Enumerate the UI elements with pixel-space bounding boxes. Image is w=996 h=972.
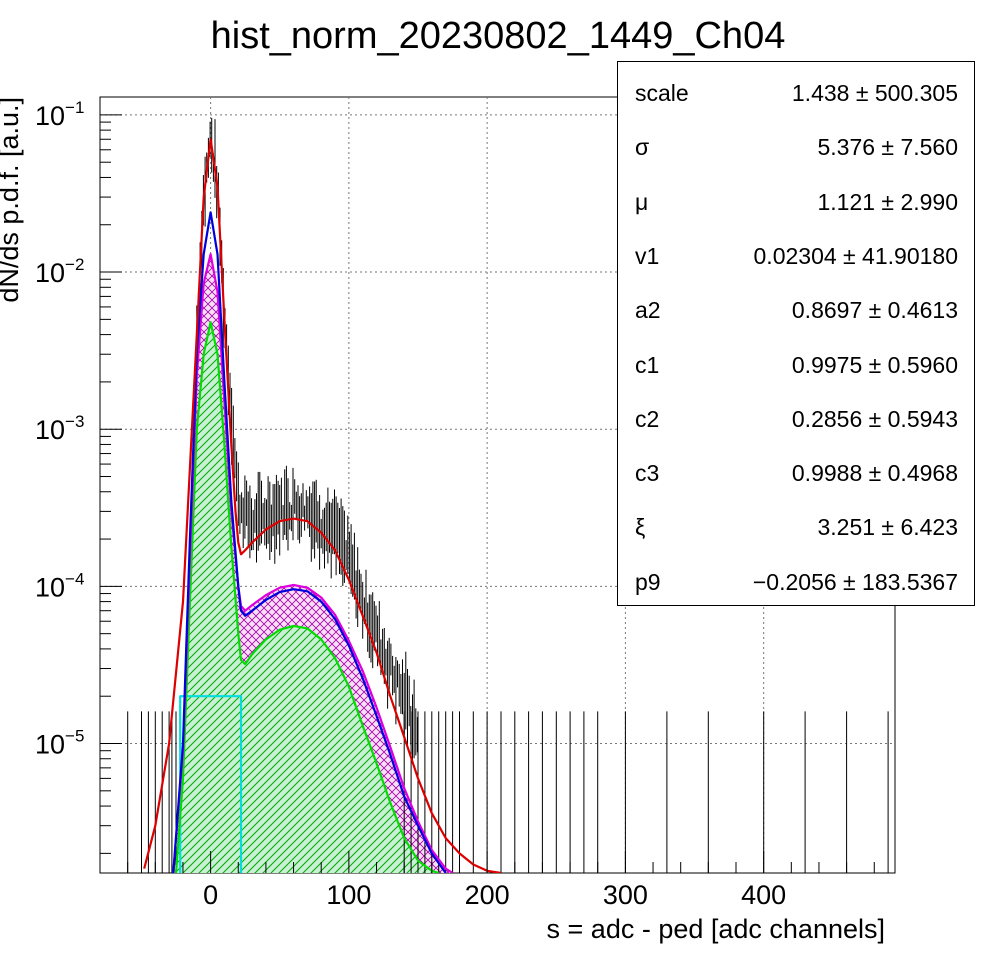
stat-value: 5.376 ± 7.560: [817, 134, 958, 161]
fit-parameters-box: scale 1.438 ± 500.305 σ 5.376 ± 7.560 μ 1.121…: [617, 61, 975, 606]
stat-name: c3: [635, 460, 660, 487]
x-tick-label-3: 300: [603, 880, 648, 910]
stat-name: μ: [635, 188, 649, 215]
stat-name: ξ: [635, 514, 646, 541]
stat-value: 0.02304 ± 41.90180: [753, 242, 958, 269]
y-tick-label-4: 10−1: [35, 98, 84, 131]
stat-value: 1.121 ± 2.990: [817, 188, 958, 215]
y-axis-label: dN/ds p.d.f. [a.u.]: [0, 97, 24, 303]
x-tick-label-2: 200: [465, 880, 510, 910]
stat-name: p9: [635, 568, 661, 595]
stat-row: v1 0.02304 ± 41.90180: [618, 235, 974, 275]
x-tick-label-1: 100: [326, 880, 371, 910]
stat-row: μ 1.121 ± 2.990: [618, 181, 974, 221]
blue-fit-line: [172, 211, 447, 873]
magenta-fit-line: [172, 253, 454, 873]
x-tick-label-4: 400: [741, 880, 786, 910]
stat-row: ξ 3.251 ± 6.423: [618, 506, 974, 546]
stat-row: σ 5.376 ± 7.560: [618, 126, 974, 166]
stat-row: a2 0.8697 ± 0.4613: [618, 289, 974, 329]
stat-name: c1: [635, 351, 660, 378]
stat-name: c2: [635, 405, 660, 432]
stat-value: 0.2856 ± 0.5943: [791, 405, 958, 432]
stat-row: p9 −0.2056 ± 183.5367: [618, 561, 974, 601]
x-tick-label-0: 0: [203, 880, 218, 910]
stat-value: 0.9988 ± 0.4968: [791, 460, 958, 487]
stat-value: 3.251 ± 6.423: [817, 514, 958, 541]
axes: 0 100 200 300 400 10−5 10−4 10−3 10−2 10−1: [35, 98, 875, 910]
stat-row: scale 1.438 ± 500.305: [618, 72, 974, 112]
stat-value: −0.2056 ± 183.5367: [752, 568, 958, 595]
stat-name: v1: [635, 242, 660, 269]
stat-name: σ: [635, 134, 650, 161]
stat-row: c1 0.9975 ± 0.5960: [618, 344, 974, 384]
total-fit-line: [143, 138, 502, 873]
stat-value: 0.9975 ± 0.5960: [791, 351, 958, 378]
stat-name: a2: [635, 297, 661, 324]
y-tick-label-3: 10−2: [35, 255, 84, 288]
y-tick-label-0: 10−5: [35, 727, 84, 760]
y-tick-label-1: 10−4: [35, 569, 84, 602]
y-tick-label-2: 10−3: [35, 412, 84, 445]
chart-title: hist_norm_20230802_1449_Ch04: [211, 15, 786, 57]
stat-name: scale: [635, 80, 689, 106]
x-axis-label: s = adc - ped [adc channels]: [547, 914, 885, 944]
green-fit-line: [174, 321, 440, 873]
stat-value: 1.438 ± 500.305: [791, 80, 958, 106]
stat-row: c3 0.9988 ± 0.4968: [618, 452, 974, 492]
stat-row: c2 0.2856 ± 0.5943: [618, 398, 974, 438]
series-lines: [143, 138, 502, 873]
stat-value: 0.8697 ± 0.4613: [791, 297, 958, 324]
